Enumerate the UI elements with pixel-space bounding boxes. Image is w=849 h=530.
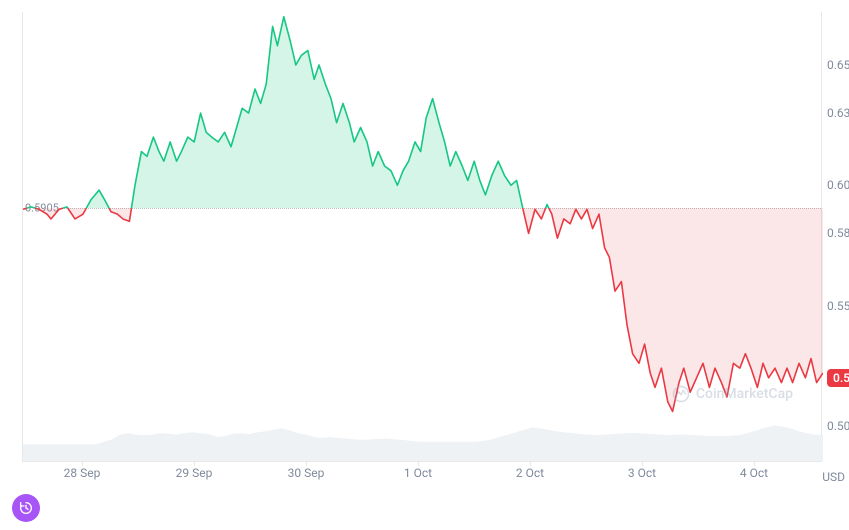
watermark: CoinMarketCap <box>672 385 793 403</box>
x-tick-label: 30 Sep <box>288 466 325 480</box>
x-tick-label: 4 Oct <box>740 466 768 480</box>
price-chart[interactable]: 0.5905 0.500.520.550.580.600.630.65 0.52… <box>22 12 822 462</box>
history-button[interactable] <box>12 494 40 522</box>
x-axis: 28 Sep 29 Sep 30 Sep 1 Oct 2 Oct 3 Oct 4 Oct <box>22 466 822 486</box>
x-tick <box>306 460 307 466</box>
x-tick <box>530 460 531 466</box>
y-tick-label: 0.60 <box>827 178 849 192</box>
x-tick-label: 29 Sep <box>176 466 213 480</box>
y-tick-label: 0.55 <box>827 299 849 313</box>
x-tick <box>82 460 83 466</box>
x-tick <box>754 460 755 466</box>
y-axis: 0.50 0.52 0.55 0.58 0.60 0.63 0.65 <box>823 12 849 461</box>
history-icon <box>18 500 34 516</box>
x-tick <box>418 460 419 466</box>
x-tick-label: 28 Sep <box>64 466 101 480</box>
volume-bars <box>23 413 823 461</box>
x-tick-label: 1 Oct <box>404 466 432 480</box>
y-tick-label: 0.50 <box>827 419 849 433</box>
y-tick-label: 0.58 <box>827 226 849 240</box>
current-price-tag: 0.52 <box>827 369 849 387</box>
y-tick-label: 0.65 <box>827 58 849 72</box>
x-tick <box>642 460 643 466</box>
y-tick-label: 0.63 <box>827 106 849 120</box>
x-tick-label: 3 Oct <box>628 466 656 480</box>
coinmarketcap-icon <box>672 385 690 403</box>
x-tick <box>194 460 195 466</box>
watermark-text: CoinMarketCap <box>696 386 793 402</box>
x-tick-label: 2 Oct <box>516 466 544 480</box>
currency-unit-label: USD <box>822 470 845 484</box>
